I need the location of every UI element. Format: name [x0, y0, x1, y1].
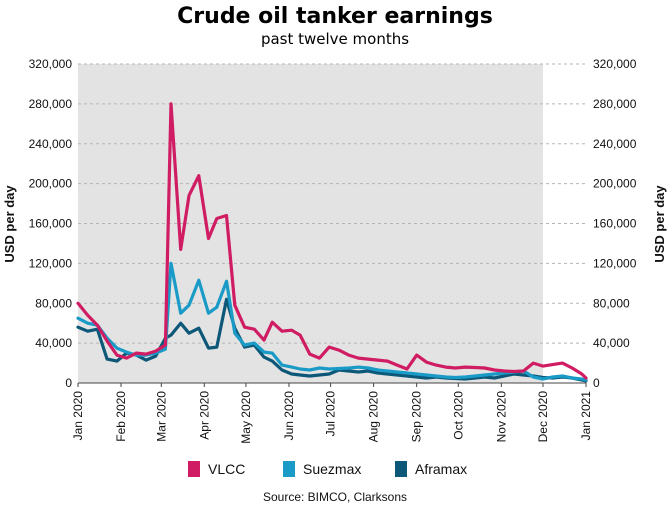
y-tick-label-left: 200,000	[29, 177, 73, 191]
y-tick-label-left: 240,000	[29, 137, 73, 151]
shaded-region	[78, 64, 543, 383]
legend-swatch-suezmax	[283, 461, 295, 477]
legend: VLCC Suezmax Aframax	[188, 461, 467, 477]
y-tick-label-left: 120,000	[29, 256, 73, 270]
x-tick-label: Mar 2020	[154, 391, 168, 442]
source-note: Source: BIMCO, Clarksons	[263, 490, 407, 504]
chart-title: Crude oil tanker earnings	[177, 4, 493, 29]
x-tick-label: Jan 2021	[579, 391, 593, 441]
x-tick-label: Aug 2020	[367, 391, 381, 443]
x-tick-label: Sep 2020	[410, 391, 424, 443]
y-tick-label-left: 80,000	[35, 296, 72, 310]
series-line-vlcc	[76, 102, 588, 380]
gridlines	[78, 63, 586, 344]
series-lines	[76, 102, 588, 383]
y-axis-label-right: USD per day	[652, 185, 667, 263]
y-tick-label-right: 280,000	[593, 97, 637, 111]
legend-label-vlcc: VLCC	[208, 461, 245, 477]
x-tick-label: Dec 2020	[536, 391, 550, 443]
x-tick-label: May 2020	[239, 391, 253, 444]
y-tick-label-left: 280,000	[29, 97, 73, 111]
y-tick-label-right: 240,000	[593, 137, 637, 151]
legend-swatch-vlcc	[188, 461, 200, 477]
x-tick-label: Feb 2020	[114, 391, 128, 442]
y-axis-right: 0 40,000 80,000 120,000 160,000 200,000 240,00…	[593, 57, 637, 390]
x-tick-label: Apr 2020	[197, 391, 211, 440]
chart-subtitle: past twelve months	[261, 30, 409, 48]
y-tick-label-right: 120,000	[593, 256, 637, 270]
y-tick-label-left: 160,000	[29, 217, 73, 231]
x-tick-label: Oct 2020	[451, 391, 465, 440]
y-tick-label-left: 0	[65, 376, 72, 390]
y-tick-label-left: 320,000	[29, 57, 73, 71]
x-tick-label: Nov 2020	[494, 391, 508, 443]
x-tick-label: Jan 2020	[71, 391, 85, 441]
y-tick-label-right: 320,000	[593, 57, 637, 71]
legend-swatch-aframax	[395, 461, 407, 477]
y-axis-label-left: USD per day	[2, 185, 17, 263]
y-axis-left: 0 40,000 80,000 120,000 160,000 200,000 240,00…	[29, 57, 73, 390]
y-tick-label-right: 200,000	[593, 177, 637, 191]
y-tick-label-right: 0	[593, 376, 600, 390]
y-tick-label-left: 40,000	[35, 336, 72, 350]
legend-label-suezmax: Suezmax	[303, 461, 361, 477]
series-line-suezmax	[76, 261, 588, 382]
y-tick-label-right: 40,000	[593, 336, 630, 350]
x-axis: Jan 2020 Feb 2020 Mar 2020 Apr 2020 May 2020…	[71, 383, 593, 444]
x-tick-label: Jul 2020	[324, 391, 338, 437]
legend-label-aframax: Aframax	[415, 461, 467, 477]
y-tick-label-right: 160,000	[593, 217, 637, 231]
y-tick-label-right: 80,000	[593, 296, 630, 310]
x-tick-label: Jun 2020	[282, 391, 296, 441]
